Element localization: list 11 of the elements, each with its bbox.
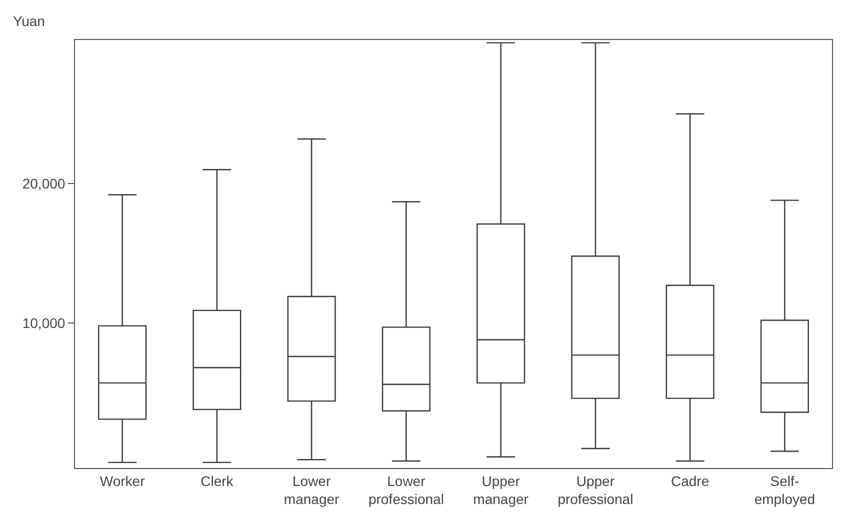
x-tick-label: Upper professional (558, 472, 634, 507)
x-tick-label: Lower manager (284, 472, 340, 507)
x-tick-label: Lower professional (368, 472, 444, 507)
y-tick-label: 10,000 (22, 314, 66, 331)
x-tick-label: Upper manager (473, 472, 529, 507)
x-tick-label: Self-employed (754, 472, 816, 507)
y-axis-title: Yuan (13, 13, 45, 29)
x-tick-label: Worker (100, 472, 146, 489)
y-tick-label: 20,000 (22, 176, 66, 192)
x-tick-label: Cadre (670, 472, 710, 489)
x-tick-label: Clerk (200, 472, 234, 489)
